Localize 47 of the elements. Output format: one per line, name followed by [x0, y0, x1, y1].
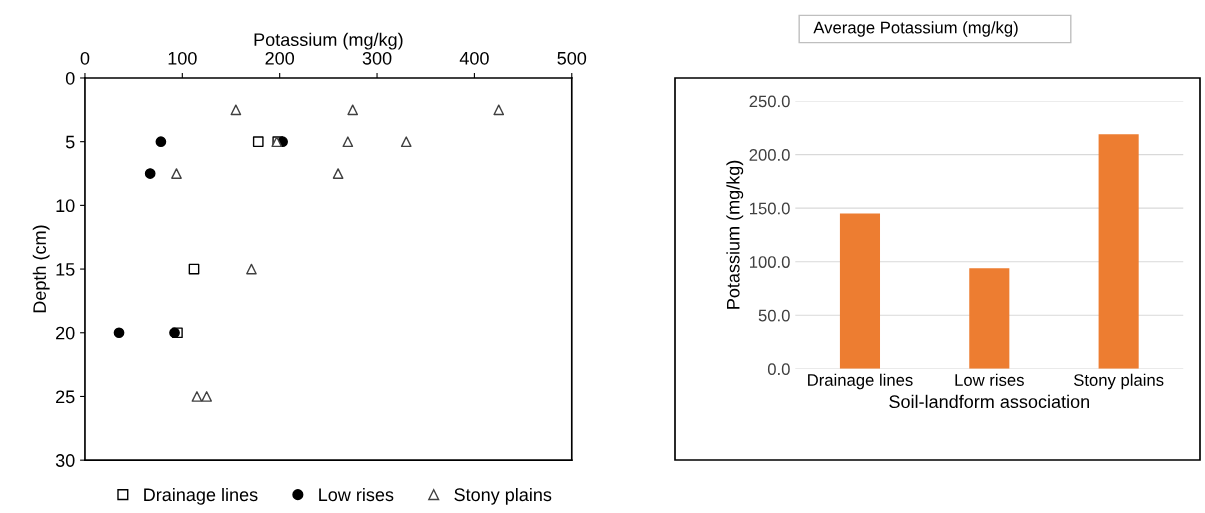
x-tick-label: 0 — [80, 51, 90, 65]
y-tick-label: 0.0 — [767, 363, 790, 376]
point — [191, 391, 203, 402]
y-tick-label: 30 — [55, 454, 75, 467]
legend-label: Low rises — [319, 487, 394, 502]
point — [144, 168, 156, 179]
point — [347, 104, 359, 116]
chart-title: Average Potassium (mg/kg) — [813, 21, 1018, 37]
point — [493, 104, 505, 116]
x-tick-label: 200 — [265, 51, 295, 65]
y-tick-label: 250.0 — [749, 95, 790, 108]
y-tick-label: 150.0 — [750, 202, 790, 215]
point — [171, 168, 182, 179]
x-tick-label: 500 — [557, 51, 587, 65]
point — [342, 136, 354, 148]
y-tick-label: 0 — [65, 71, 75, 85]
x-axis-title: Soil-landform association — [889, 394, 1089, 409]
y-tick-label: 20 — [56, 326, 75, 340]
y-axis-title: Potassium (mg/kg) — [726, 160, 744, 309]
point — [201, 391, 213, 402]
x-tick-label: Drainage lines — [808, 373, 913, 390]
point — [246, 263, 257, 275]
y-tick-label: 100.0 — [750, 256, 790, 268]
y-tick-label: 10 — [56, 199, 75, 213]
point — [400, 136, 412, 148]
legend-label: Stony plains — [454, 487, 552, 505]
point — [113, 327, 125, 339]
x-tick-label: 400 — [459, 51, 489, 65]
point — [332, 168, 344, 179]
point — [230, 104, 242, 116]
x-tick-label: Stony plains — [1074, 373, 1164, 390]
y-tick-label: 50.0 — [758, 309, 790, 322]
legend-label: Drainage lines — [144, 487, 258, 505]
x-tick-label: 100 — [168, 51, 197, 65]
bar — [839, 213, 881, 369]
x-tick-label: Low rises — [955, 373, 1024, 386]
point — [252, 136, 264, 148]
y-tick-label: 200.0 — [749, 149, 790, 161]
y-tick-label: 25 — [56, 390, 75, 404]
bar — [969, 268, 1010, 369]
x-tick-label: 300 — [362, 51, 392, 65]
x-axis-title: Potassium (mg/kg) — [254, 32, 403, 50]
y-tick-label: 5 — [65, 135, 75, 149]
y-tick-label: 15 — [56, 263, 75, 276]
bar — [1098, 134, 1139, 369]
y-axis-title: Depth (cm) — [32, 225, 50, 313]
point — [155, 136, 167, 148]
